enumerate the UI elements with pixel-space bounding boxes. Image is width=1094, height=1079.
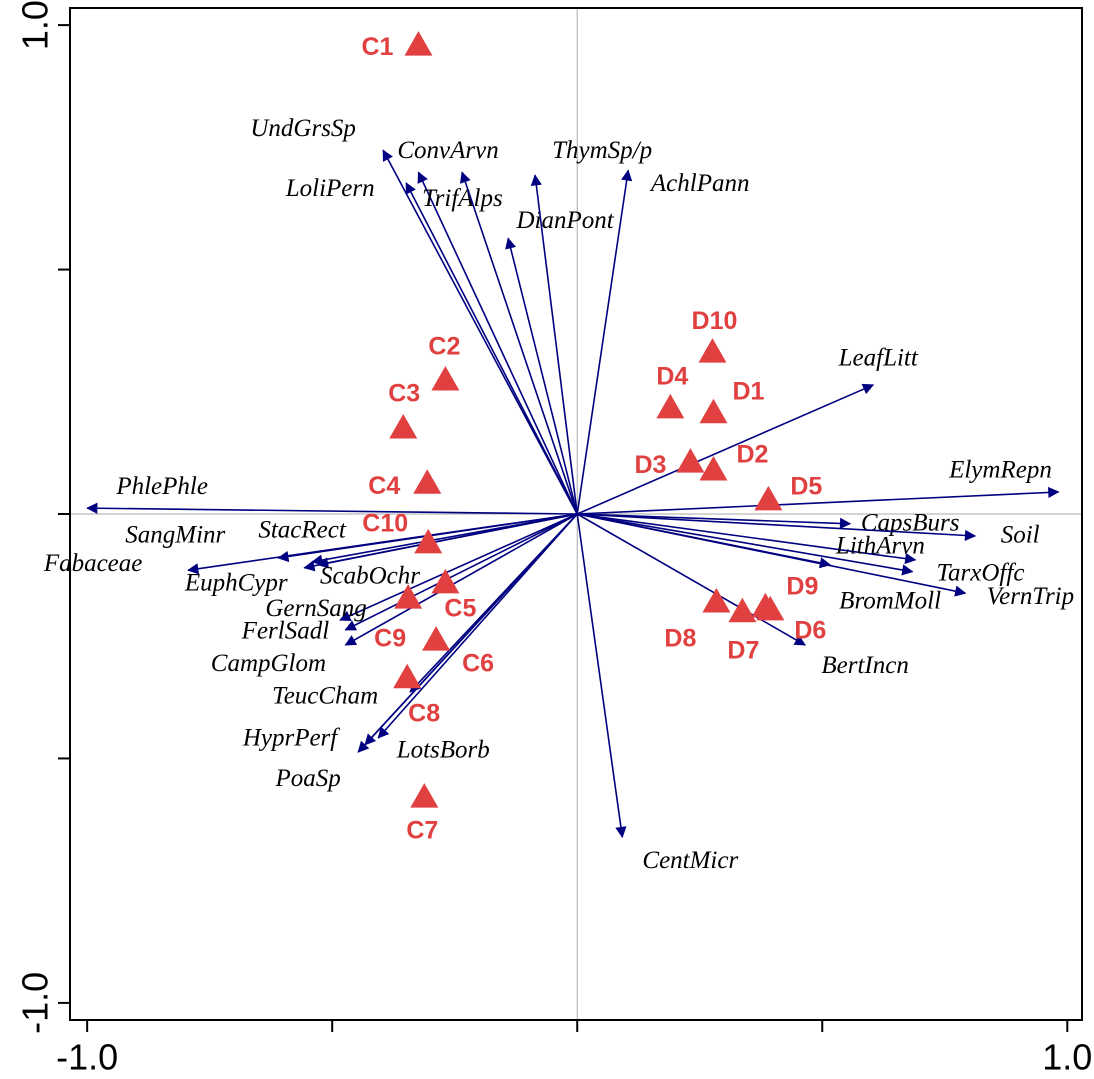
vector-label: TrifAlps (422, 185, 503, 212)
site-marker (699, 398, 728, 424)
site-label: D2 (736, 441, 768, 469)
vector-arrow (577, 486, 1060, 515)
plot-frame (69, 7, 1083, 1021)
x-tick-label: -1.0 (56, 1037, 118, 1078)
vector-arrow (577, 513, 917, 565)
vector-label: VernTrip (987, 583, 1075, 610)
vector-label: BertIncn (821, 652, 908, 679)
vector-label: TarxOffc (936, 559, 1024, 586)
vector-arrow (576, 383, 875, 515)
site-marker (676, 448, 705, 473)
site-marker (702, 588, 731, 613)
site-label: C5 (444, 595, 476, 623)
site-label: D5 (790, 472, 822, 500)
vector-arrow (357, 513, 578, 753)
vector-arrow (505, 237, 579, 515)
site-marker (389, 413, 418, 439)
vector-label: ScabOchr (320, 563, 420, 590)
site-marker (413, 469, 442, 494)
x-tick-label: 1.0 (1042, 1037, 1092, 1078)
vector-label: HyprPerf (242, 724, 340, 751)
site-marker (431, 366, 460, 391)
site-marker (422, 626, 451, 651)
vector-arrow (530, 174, 579, 515)
vector-arrow (317, 513, 578, 569)
vector-label: UndGrsSp (250, 115, 356, 142)
vector-arrow (577, 513, 977, 541)
vector-label: SangMinr (125, 522, 225, 549)
vector-label: AchlPann (649, 170, 750, 197)
site-marker (404, 31, 433, 56)
vector-label: PhlePhle (115, 473, 208, 500)
vector-arrow (576, 513, 806, 646)
vector-label: FerlSadl (241, 618, 330, 645)
vector-arrow (187, 513, 578, 575)
vector-label: EuphCypr (184, 570, 288, 597)
vector-arrow (86, 502, 578, 515)
site-label: C10 (362, 509, 408, 537)
site-marker (699, 456, 728, 481)
vector-label: CampGlom (211, 650, 326, 677)
site-marker (756, 595, 785, 621)
vector-label: PoaSp (275, 765, 341, 792)
site-marker (393, 663, 422, 689)
site-label: C2 (428, 333, 460, 361)
site-marker (394, 584, 423, 609)
site-label: C4 (368, 472, 400, 500)
site-label: D7 (727, 636, 759, 664)
vector-arrow (344, 513, 578, 631)
vector-label: DianPont (516, 207, 615, 234)
site-marker (656, 393, 685, 419)
vector-label: Soil (1001, 522, 1040, 549)
vector-label: BromMoll (839, 588, 941, 615)
vector-arrow (339, 513, 578, 622)
vector-label: GernSang (265, 595, 366, 622)
vector-label: ElymRepn (948, 457, 1052, 484)
vector-arrow (382, 149, 578, 515)
site-marker (698, 338, 727, 363)
site-label: C1 (361, 33, 393, 61)
site-label: C3 (388, 380, 420, 408)
site-label: D1 (732, 377, 764, 405)
site-label: D10 (692, 307, 738, 335)
vector-label: ConvArvn (397, 137, 498, 164)
y-tick-label: 1.0 (15, 0, 56, 50)
vector-label: CentMicr (642, 847, 738, 874)
vector-arrow (344, 513, 578, 646)
vector-arrow (577, 513, 914, 576)
site-marker (431, 568, 460, 594)
site-marker (410, 783, 439, 808)
vector-arrow (459, 171, 578, 515)
vector-label: Fabaceae (43, 550, 143, 577)
vector-arrow (377, 513, 578, 739)
vector-label: ThymSp/p (552, 137, 652, 164)
site-label: C7 (406, 817, 438, 845)
vector-arrow (405, 182, 578, 515)
site-label: D4 (656, 363, 688, 391)
vector-arrow (417, 171, 578, 515)
site-label: C6 (462, 650, 494, 678)
vector-arrow (576, 169, 633, 515)
vector-label: LotsBorb (396, 737, 490, 764)
site-label: C9 (374, 625, 406, 653)
vector-arrow (577, 513, 832, 569)
site-label: D6 (794, 616, 826, 644)
site-label: C8 (408, 699, 440, 727)
vector-label: LeafLitt (838, 345, 919, 372)
vector-arrow (577, 513, 852, 529)
site-label: D3 (634, 451, 666, 479)
vector-label: LithArvn (835, 533, 925, 560)
site-marker (414, 528, 443, 554)
vector-label: LoliPern (285, 175, 375, 202)
vector-label: TeucCham (272, 683, 378, 710)
site-marker (754, 485, 783, 511)
vector-label: StacRect (258, 517, 347, 544)
site-label: D8 (664, 625, 696, 653)
site-marker (728, 597, 757, 623)
site-label: D9 (786, 572, 818, 600)
vector-arrow (576, 513, 627, 839)
y-tick-label: -1.0 (15, 972, 56, 1034)
